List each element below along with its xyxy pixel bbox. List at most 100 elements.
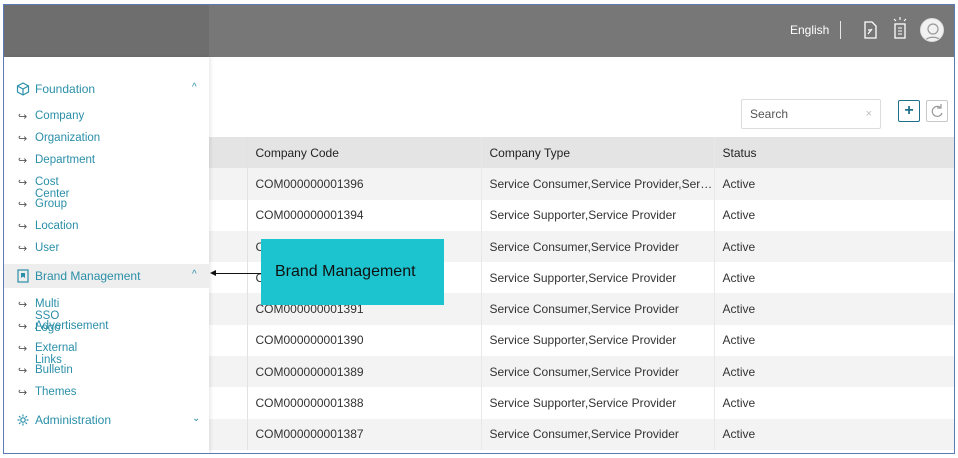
row-cell — [209, 324, 248, 357]
company-type-cell: Service Consumer,Service Provider — [481, 418, 715, 450]
chevron-up-icon[interactable]: ^ — [192, 269, 197, 280]
status-cell: Active — [714, 293, 954, 325]
company-table: Company Code Company Type Status COM0000… — [209, 137, 954, 450]
company-code-cell: COM000000001390 — [247, 324, 482, 357]
company-type-cell: Service Consumer,Service Provider,Servic… — [481, 168, 715, 200]
status-cell: Active — [714, 199, 954, 231]
sidebar-item-label: Bulletin — [35, 364, 73, 376]
sub-arrow-icon: ↪ — [18, 155, 28, 167]
sidebar-item-label: Company — [35, 110, 85, 122]
row-cell — [209, 356, 248, 388]
table-row[interactable]: COM000000001387 Service Consumer,Service … — [209, 418, 954, 450]
company-type-cell: Service Supporter,Service Provider — [481, 199, 715, 231]
company-type-cell: Service Supporter,Service Provider — [481, 262, 715, 294]
sub-arrow-icon: ↪ — [18, 387, 28, 399]
add-button[interactable]: + — [898, 100, 920, 122]
cube-icon — [16, 82, 30, 96]
sidebar-section-foundation[interactable]: Foundation ^ — [4, 77, 209, 101]
sidebar-section-label: Administration — [35, 413, 112, 427]
header-divider — [840, 21, 841, 39]
sidebar-item-label: Group — [35, 198, 67, 210]
row-cell — [209, 230, 248, 263]
sidebar-item-label: Location — [35, 220, 79, 232]
company-code-cell: COM000000001389 — [247, 356, 482, 388]
callout-pointer-line — [214, 273, 262, 274]
sidebar-section-label: Foundation — [35, 82, 96, 96]
user-avatar-icon[interactable] — [920, 18, 944, 42]
sub-arrow-icon: ↪ — [18, 299, 28, 311]
sidebar-item-label: External Links — [35, 342, 78, 366]
company-code-cell: COM000000001388 — [247, 387, 482, 419]
row-cell — [209, 418, 248, 450]
sub-arrow-icon: ↪ — [18, 321, 28, 333]
app-window: English × + Company Code — [3, 4, 955, 454]
sidebar-section-brand-management[interactable]: Brand Management ^ — [4, 264, 209, 288]
search-input[interactable] — [742, 100, 852, 128]
company-type-cell: Service Consumer,Service Provider — [481, 293, 715, 325]
column-header[interactable] — [209, 137, 248, 169]
table-header-row: Company Code Company Type Status — [209, 137, 954, 169]
language-selector[interactable]: English — [790, 23, 830, 37]
sidebar-item-label: Themes — [35, 386, 77, 398]
row-cell — [209, 199, 248, 231]
row-cell — [209, 262, 248, 294]
company-code-cell: COM000000001394 — [247, 199, 482, 231]
status-cell: Active — [714, 324, 954, 357]
sidebar-item-label: Advertisement — [35, 320, 109, 332]
company-type-cell: Service Consumer,Service Provider — [481, 356, 715, 388]
callout-arrowhead — [210, 270, 216, 276]
lightbulb-icon[interactable] — [890, 15, 908, 39]
sidebar-section-administration[interactable]: Administration ⌄ — [4, 408, 209, 432]
column-header-company-code[interactable]: Company Code — [247, 137, 482, 169]
bookmark-icon — [16, 269, 30, 283]
table-row[interactable]: COM000000001390 Service Supporter,Service… — [209, 324, 954, 357]
sub-arrow-icon: ↪ — [18, 111, 28, 123]
chevron-up-icon[interactable]: ^ — [192, 82, 197, 93]
column-header-company-type[interactable]: Company Type — [481, 137, 715, 169]
main-content: × + Company Code Company Type Status COM… — [209, 57, 954, 453]
sidebar: Foundation ^ ↪ Company ↪ Organization ↪ Dep… — [4, 57, 209, 453]
sidebar-item-label: Department — [35, 154, 96, 166]
sub-arrow-icon: ↪ — [18, 199, 28, 211]
status-cell: Active — [714, 387, 954, 419]
sidebar-item-label: Multi SSO Logo — [35, 298, 61, 334]
sidebar-section-label: Brand Management — [35, 269, 141, 283]
gear-icon — [16, 413, 30, 427]
status-cell: Active — [714, 168, 954, 200]
document-icon[interactable] — [861, 19, 879, 41]
callout-text: Brand Management — [275, 263, 416, 280]
refresh-icon — [931, 104, 943, 117]
status-cell: Active — [714, 356, 954, 388]
sidebar-item-label: Organization — [35, 132, 101, 144]
sub-arrow-icon: ↪ — [18, 365, 28, 377]
company-type-cell: Service Supporter,Service Provider — [481, 324, 715, 357]
search-box: × — [741, 99, 881, 129]
annotation-callout: Brand Management — [261, 239, 444, 305]
company-code-cell: COM000000001396 — [247, 168, 482, 200]
status-cell: Active — [714, 230, 954, 263]
table-row[interactable]: COM000000001396 Service Consumer,Service … — [209, 168, 954, 200]
table-row[interactable]: COM000000001389 Service Consumer,Service … — [209, 356, 954, 388]
row-cell — [209, 168, 248, 200]
table-row[interactable]: COM000000001394 Service Supporter,Service… — [209, 199, 954, 231]
clear-search-icon[interactable]: × — [865, 108, 872, 120]
table-row[interactable]: COM000000001388 Service Supporter,Service… — [209, 387, 954, 419]
row-cell — [209, 387, 248, 419]
sub-arrow-icon: ↪ — [18, 221, 28, 233]
company-type-cell: Service Consumer,Service Provider — [481, 230, 715, 263]
sub-arrow-icon: ↪ — [18, 133, 28, 145]
top-header-bar: English — [4, 5, 954, 57]
column-header-status[interactable]: Status — [714, 137, 954, 169]
row-cell — [209, 293, 248, 325]
status-cell: Active — [714, 418, 954, 450]
sub-arrow-icon: ↪ — [18, 343, 28, 355]
sub-arrow-icon: ↪ — [18, 243, 28, 255]
logo-area — [4, 5, 209, 57]
status-cell: Active — [714, 262, 954, 294]
company-type-cell: Service Supporter,Service Provider — [481, 387, 715, 419]
sidebar-item-label: Cost Center — [35, 176, 70, 200]
sidebar-item-label: User — [35, 242, 60, 254]
sub-arrow-icon: ↪ — [18, 177, 28, 189]
chevron-down-icon[interactable]: ⌄ — [192, 413, 201, 424]
refresh-button[interactable] — [926, 100, 948, 122]
